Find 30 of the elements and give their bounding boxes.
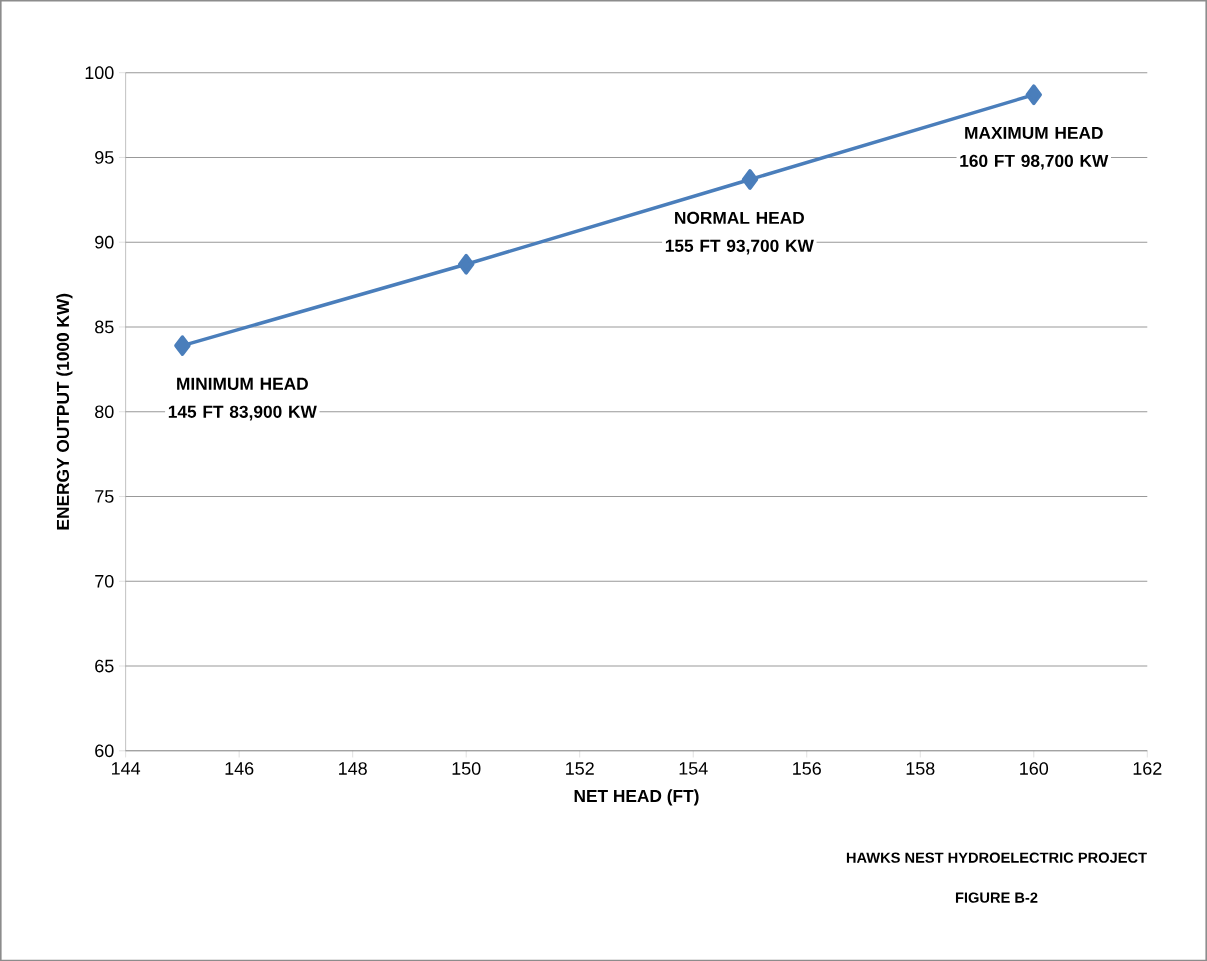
y-tick-label: 70 — [95, 574, 114, 588]
point — [1025, 84, 1042, 105]
y-axis-title: ENERGY OUTPUT (1000 KW) — [56, 293, 73, 530]
y-tick-label: 65 — [95, 659, 114, 673]
annotation: MAXIMUM HEAD 160 FT 98,700 KW — [960, 126, 1109, 170]
x-tick-label: 150 — [452, 762, 481, 775]
text: HAWKS NEST HYDROELECTRIC PROJECT — [846, 852, 1147, 863]
y-tick-label: 75 — [95, 490, 114, 503]
y-tick-label: 80 — [95, 405, 114, 418]
y-tick-label: 95 — [95, 150, 114, 164]
point — [741, 168, 759, 190]
x-axis-title: NET HEAD (FT) — [574, 789, 699, 806]
x-tick-label: 146 — [225, 762, 254, 775]
x-tick-label: 162 — [1133, 762, 1162, 775]
x-tick-label: 144 — [112, 762, 141, 775]
point — [174, 335, 191, 356]
x-tick-label: 158 — [906, 762, 935, 775]
annotation: NORMAL HEAD 155 FT 93,700 KW — [665, 211, 814, 255]
x-tick-label: 156 — [793, 762, 821, 775]
point — [457, 253, 475, 275]
x-tick-label: 154 — [679, 762, 708, 775]
x-tick-label: 160 — [1020, 762, 1049, 775]
x-tick-label: 152 — [566, 762, 594, 775]
y-tick-label: 60 — [95, 744, 114, 757]
x-tick-label: 148 — [339, 762, 367, 775]
annotation: MINIMUM HEAD 145 FT 83,900 KW — [168, 377, 317, 421]
y-tick-label: 85 — [95, 320, 114, 334]
y-tick-label: 100 — [85, 66, 114, 79]
text: FIGURE B-2 — [955, 892, 1038, 903]
y-tick-label: 90 — [95, 235, 114, 249]
